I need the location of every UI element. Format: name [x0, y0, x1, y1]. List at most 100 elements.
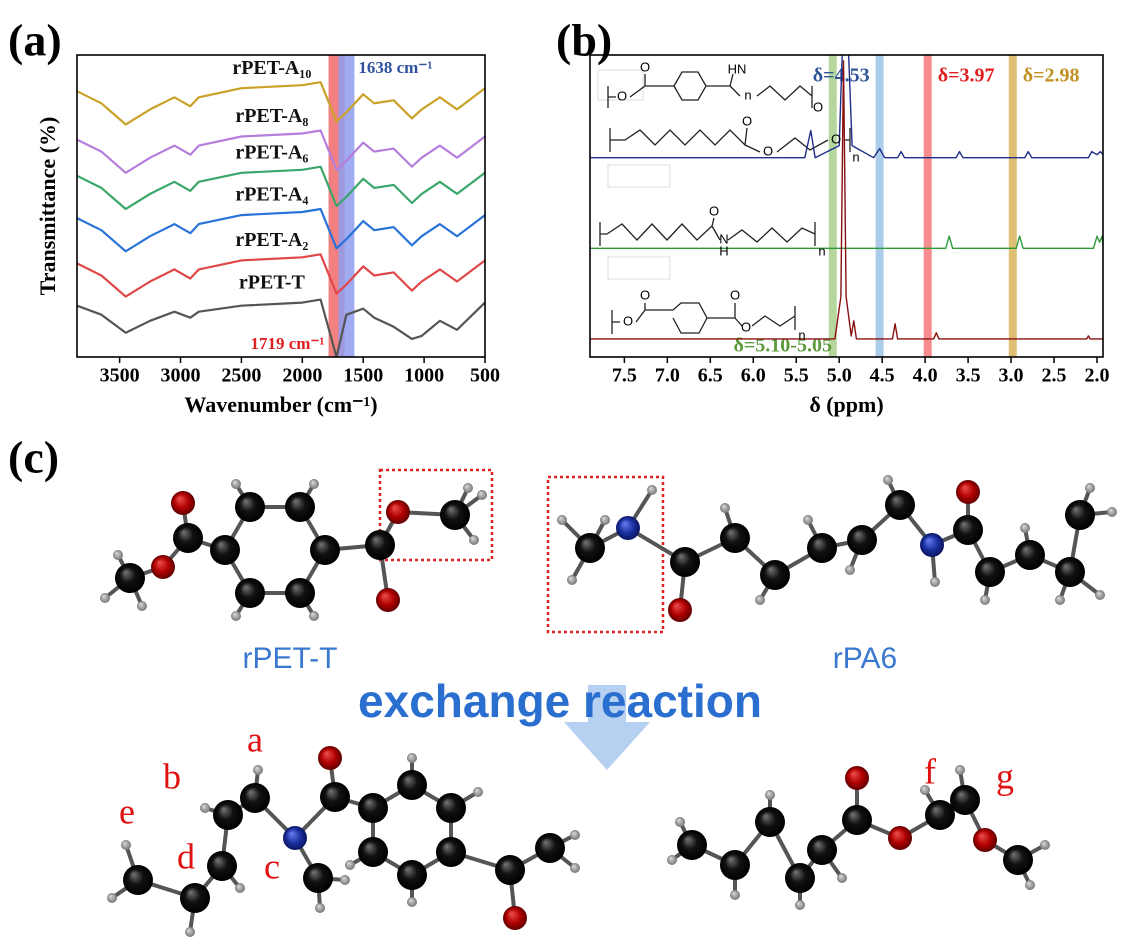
atom	[888, 826, 912, 850]
atom	[570, 830, 580, 840]
x-axis-label: δ (ppm)	[809, 392, 883, 417]
series-label: rPET-T	[239, 271, 306, 293]
atom	[358, 837, 388, 867]
band-label: δ=3.97	[938, 65, 995, 87]
x-tick-label: 2.0	[1084, 365, 1109, 387]
atom	[677, 830, 707, 860]
frame	[608, 165, 670, 187]
band-label: 1638 cm⁻¹	[358, 58, 432, 77]
atom	[1095, 590, 1105, 600]
atom-label: O	[640, 59, 650, 74]
atom	[720, 523, 750, 553]
atom	[930, 577, 940, 587]
atom	[113, 550, 123, 560]
structure-bonds	[612, 303, 795, 334]
atom	[647, 485, 657, 495]
atom	[283, 826, 307, 850]
atom	[495, 855, 525, 885]
atom	[755, 807, 785, 837]
atom-label: O	[623, 313, 633, 328]
x-tick-label: 6.5	[698, 365, 723, 387]
site-label: e	[119, 791, 135, 831]
atom	[210, 535, 240, 565]
atom	[171, 491, 195, 515]
band	[924, 55, 932, 357]
atom	[440, 500, 470, 530]
x-axis-label: Wavenumber (cm⁻¹)	[184, 392, 377, 417]
atom	[600, 515, 610, 525]
atom	[1025, 880, 1035, 890]
site-label: f	[924, 751, 936, 791]
atom	[847, 525, 877, 555]
x-tick-label: 1500	[343, 365, 383, 387]
x-tick-label: 500	[470, 365, 500, 387]
atom	[303, 863, 333, 893]
atom	[557, 515, 567, 525]
atom	[950, 785, 980, 815]
atom	[1003, 845, 1033, 875]
atom	[235, 492, 265, 522]
band	[829, 55, 837, 357]
x-tick-label: 5.0	[827, 365, 852, 387]
site-label: c	[264, 846, 280, 886]
figure: (a) (b) (c) rPET-T rPA6 exchange reactio…	[0, 0, 1121, 944]
plot-frame	[590, 55, 1103, 357]
atom	[173, 523, 203, 553]
atom	[253, 765, 263, 775]
series-label: rPET-A₈	[235, 105, 308, 127]
atom	[100, 593, 110, 603]
atom	[535, 833, 565, 863]
atom	[213, 800, 243, 830]
x-tick-label: 7.0	[655, 365, 680, 387]
atom	[180, 883, 210, 913]
atom	[845, 565, 855, 575]
atom	[207, 851, 237, 881]
site-label: d	[177, 836, 195, 876]
atom-label: O	[709, 203, 719, 218]
atom	[235, 578, 265, 608]
structure-bonds	[600, 218, 815, 246]
atom	[240, 783, 270, 813]
x-tick-label: 2000	[282, 365, 322, 387]
atom	[503, 906, 527, 930]
atom	[340, 875, 350, 885]
atom	[397, 770, 427, 800]
series-label: rPET-A₁₀	[232, 57, 311, 79]
atom	[765, 790, 775, 800]
atom	[1055, 557, 1085, 587]
atom	[1015, 540, 1045, 570]
panel-label: (b)	[556, 15, 612, 66]
band	[876, 55, 884, 357]
atom	[807, 533, 837, 563]
x-tick-label: 6.0	[741, 365, 766, 387]
x-tick-label: 5.5	[784, 365, 809, 387]
atom	[463, 483, 473, 493]
atom-label: n	[818, 243, 825, 258]
atom	[107, 893, 117, 903]
atom	[795, 900, 805, 910]
atom	[185, 927, 195, 937]
site-label: g	[996, 756, 1014, 796]
atom	[358, 793, 388, 823]
atom	[885, 490, 915, 520]
atom	[785, 863, 815, 893]
atom	[115, 563, 145, 593]
spectrum-line	[590, 61, 1103, 339]
atom	[920, 533, 944, 557]
x-tick-label: 3.5	[956, 365, 981, 387]
atom	[397, 860, 427, 890]
spectrum-line	[590, 236, 1103, 248]
atom	[137, 601, 147, 611]
atom	[407, 753, 417, 763]
band-label: 1719 cm⁻¹	[251, 334, 325, 353]
series-label: rPET-A₆	[235, 141, 308, 163]
atom-label: O	[763, 143, 773, 158]
x-tick-label: 4.0	[913, 365, 938, 387]
atom-label: HN	[728, 61, 747, 76]
atom	[616, 516, 640, 540]
atom	[386, 500, 410, 524]
atom	[1020, 523, 1030, 533]
atom	[407, 897, 417, 907]
atom	[477, 490, 487, 500]
atom	[803, 515, 813, 525]
